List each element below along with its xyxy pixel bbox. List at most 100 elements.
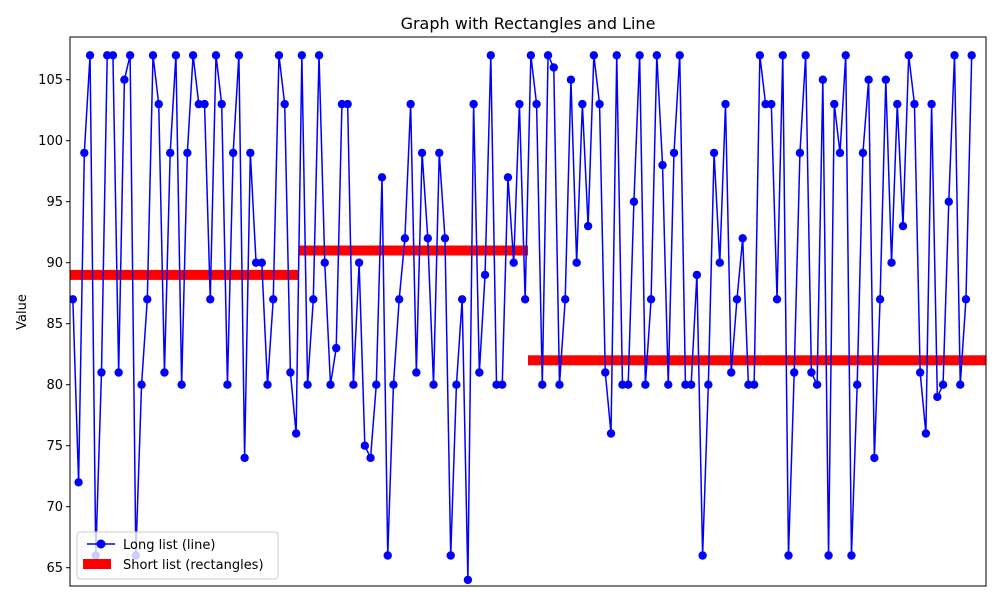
line-point-7 [108,51,118,60]
line-point-111 [704,380,713,389]
line-point-132 [824,551,833,560]
line-point-137 [852,380,862,389]
line-point-48 [343,99,352,109]
line-point-155 [956,380,965,389]
line-point-37 [280,99,289,109]
line-series-path [72,54,973,581]
line-point-100 [641,380,650,389]
line-point-73 [486,51,495,60]
line-point-34 [263,380,272,389]
line-point-89 [578,99,587,109]
y-tick-label-95: 95 [46,195,63,210]
line-point-13 [143,295,152,304]
line-point-98 [629,197,639,206]
line-point-70 [469,99,478,109]
line-point-145 [898,221,908,231]
line-point-50 [354,258,364,267]
y-tick-label-75: 75 [46,439,63,454]
line-point-114 [721,99,730,109]
line-point-67 [452,380,461,389]
line-point-53 [372,380,381,389]
y-tick-label-65: 65 [46,561,63,576]
line-point-141 [875,295,885,304]
line-point-72 [480,270,490,280]
line-point-156 [961,295,971,304]
line-point-2 [80,148,89,158]
line-point-75 [498,380,507,389]
line-point-81 [532,99,541,109]
line-point-143 [887,258,896,267]
line-point-33 [257,258,266,267]
line-point-109 [692,270,702,280]
line-point-12 [137,380,146,389]
line-point-104 [664,380,673,389]
line-point-64 [435,148,444,158]
line-point-85 [555,380,564,389]
line-point-97 [623,380,633,389]
line-point-27 [223,380,232,389]
line-point-51 [360,441,370,450]
line-point-116 [732,295,742,304]
line-point-23 [200,99,209,109]
legend-marker-swatch [96,539,106,549]
line-point-150 [927,99,936,109]
line-point-148 [915,368,925,377]
line-point-154 [950,51,959,60]
line-point-46 [332,343,341,353]
line-point-88 [572,258,581,267]
line-point-36 [274,51,284,60]
line-point-140 [870,453,879,463]
line-point-146 [904,51,913,60]
line-point-79 [520,295,530,304]
line-point-108 [686,380,696,389]
line-point-110 [698,551,707,560]
line-point-69 [463,575,473,585]
y-tick-label-100: 100 [38,134,63,149]
line-point-125 [784,551,793,560]
line-point-135 [841,51,850,60]
line-point-60 [412,368,421,377]
rectangle-bar-2 [528,355,986,366]
line-point-157 [967,51,976,60]
line-point-105 [669,148,679,158]
legend: Long list (line) Short list (rectangles) [76,531,279,580]
line-point-52 [366,453,375,463]
line-point-83 [543,51,553,60]
line-point-49 [349,380,358,389]
line-point-117 [738,234,747,243]
line-point-21 [188,51,198,60]
line-point-82 [538,380,547,389]
y-tick-label-70: 70 [46,500,63,515]
legend-rect-swatch [83,559,111,569]
line-point-28 [228,148,238,158]
line-point-66 [446,551,455,560]
line-point-102 [652,51,662,60]
line-point-126 [790,368,799,377]
line-point-115 [727,368,736,377]
line-point-1 [74,478,83,487]
line-point-26 [217,99,226,109]
line-point-130 [812,380,822,389]
line-point-15 [154,99,163,109]
line-point-20 [183,148,192,158]
line-point-44 [320,258,329,267]
line-point-127 [795,148,805,158]
line-point-29 [234,51,244,60]
line-point-99 [635,51,644,60]
line-point-42 [309,295,318,304]
y-tick-label-105: 105 [38,73,63,88]
line-point-138 [858,148,868,158]
line-point-71 [475,368,484,377]
line-point-133 [830,99,839,109]
line-point-54 [377,173,387,182]
line-point-25 [211,51,221,60]
line-point-8 [114,368,123,377]
line-point-112 [709,148,719,158]
line-point-128 [801,51,810,60]
legend-frame [76,531,279,580]
y-tick-label-80: 80 [46,378,63,393]
line-point-62 [423,234,433,243]
legend-label-rectangles: Short list (rectangles) [123,558,264,573]
line-point-35 [269,295,278,304]
